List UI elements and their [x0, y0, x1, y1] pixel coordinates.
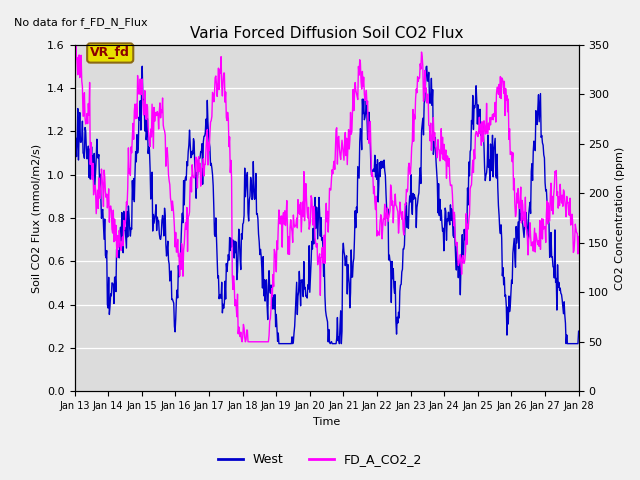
X-axis label: Time: Time: [313, 417, 340, 427]
Y-axis label: CO2 Concentration (ppm): CO2 Concentration (ppm): [615, 146, 625, 289]
Y-axis label: Soil CO2 Flux (mmol/m2/s): Soil CO2 Flux (mmol/m2/s): [31, 144, 42, 292]
Legend: West, FD_A_CO2_2: West, FD_A_CO2_2: [213, 448, 427, 471]
Text: No data for f_FD_N_Flux: No data for f_FD_N_Flux: [14, 17, 148, 28]
Title: Varia Forced Diffusion Soil CO2 Flux: Varia Forced Diffusion Soil CO2 Flux: [190, 25, 463, 41]
Text: VR_fd: VR_fd: [90, 47, 130, 60]
